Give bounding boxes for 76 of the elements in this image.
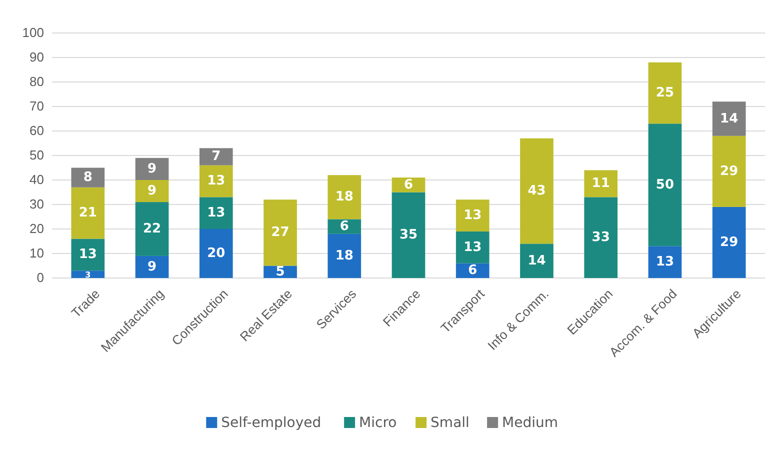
data-label: 9 [148, 161, 157, 176]
bar [199, 197, 233, 229]
y-tick-label: 100 [22, 25, 44, 40]
bar [328, 234, 362, 278]
data-label: 29 [720, 234, 738, 250]
y-tick-label: 10 [30, 246, 44, 261]
bar [456, 200, 490, 232]
data-label: 6 [404, 177, 414, 192]
bar [584, 170, 618, 198]
y-tick-label: 90 [30, 50, 44, 65]
data-label: 9 [148, 259, 157, 274]
legend-label: Micro [359, 415, 397, 431]
data-label: 43 [528, 184, 546, 199]
data-label: 18 [335, 190, 354, 205]
data-label: 13 [78, 247, 97, 262]
bar [71, 168, 105, 188]
bar [71, 187, 105, 239]
data-label: 21 [78, 206, 97, 221]
data-label: 3 [85, 269, 91, 280]
data-label: 8 [83, 170, 92, 186]
bar [712, 136, 746, 207]
bar [135, 256, 169, 278]
data-label: 13 [207, 174, 226, 189]
data-label: 35 [399, 228, 418, 243]
data-label: 25 [656, 86, 674, 101]
data-label: 27 [271, 225, 290, 240]
data-label: 6 [468, 263, 478, 278]
bar [392, 192, 426, 278]
y-tick-label: 0 [36, 270, 44, 286]
bar [199, 229, 233, 278]
bar [520, 244, 554, 278]
data-label: 14 [528, 253, 546, 268]
data-label: 50 [656, 177, 674, 192]
bar [135, 180, 169, 202]
data-label: 13 [464, 240, 482, 255]
bar [456, 231, 490, 264]
bar [71, 270, 105, 278]
bar [520, 138, 554, 244]
y-tick-label: 40 [30, 172, 44, 188]
y-tick-label: 30 [30, 196, 44, 212]
bar [71, 238, 105, 271]
bar [328, 219, 362, 234]
bar [648, 124, 682, 246]
data-label: 13 [207, 206, 226, 221]
bar [199, 165, 233, 198]
bar [712, 102, 746, 136]
bar [135, 158, 169, 180]
bar [199, 148, 233, 166]
bar [648, 246, 682, 278]
bar [648, 62, 682, 124]
y-tick-label: 80 [30, 74, 44, 90]
legend-label: Small [430, 415, 470, 431]
data-label: 11 [592, 176, 610, 192]
legend-label: Self-employed [221, 415, 322, 431]
data-label: 22 [142, 222, 162, 236]
bar [328, 175, 362, 220]
bar [264, 200, 297, 266]
data-label: 20 [207, 246, 226, 261]
data-label: 29 [720, 164, 738, 179]
data-label: 14 [720, 111, 738, 126]
legend-label: Medium [502, 415, 558, 431]
data-label: 13 [464, 208, 482, 224]
data-label: 33 [592, 230, 610, 246]
y-tick-label: 60 [30, 123, 44, 138]
y-tick-label: 50 [30, 148, 44, 163]
y-tick-label: 20 [30, 221, 44, 236]
y-tick-label: 70 [30, 98, 44, 114]
data-label: 7 [212, 149, 221, 164]
data-label: 5 [276, 264, 285, 280]
data-label: 18 [335, 248, 354, 264]
data-label: 13 [656, 254, 674, 270]
data-label: 9 [148, 184, 157, 199]
bar [135, 202, 169, 256]
bar [712, 206, 746, 278]
bar [584, 197, 618, 278]
data-label: 6 [340, 219, 349, 234]
